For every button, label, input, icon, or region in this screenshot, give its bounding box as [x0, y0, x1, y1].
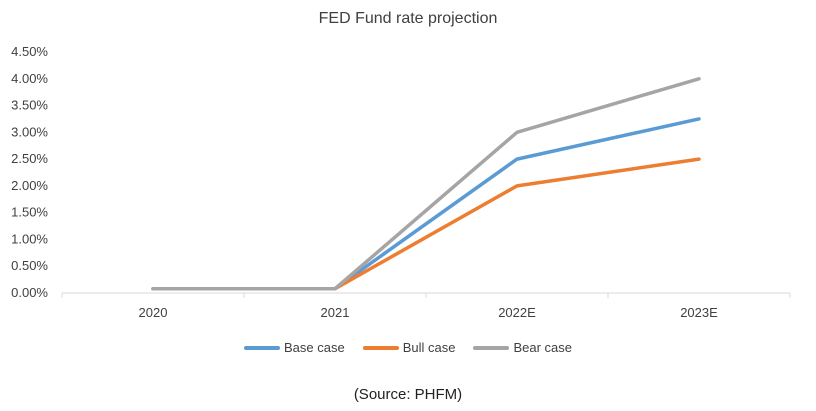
series-line-base-case: [151, 117, 701, 291]
x-tick-label: 2022E: [498, 305, 536, 320]
chart-legend: Base case Bull case Bear case: [0, 340, 816, 355]
legend-swatch-bear: [473, 345, 510, 350]
y-tick-label: 4.50%: [11, 44, 48, 59]
legend-swatch-bull: [362, 345, 399, 350]
x-tick-label: 2020: [139, 305, 168, 320]
y-tick-label: 2.00%: [11, 178, 48, 193]
source-note: (Source: PHFM): [353, 386, 463, 403]
y-tick-label: 1.50%: [11, 205, 48, 220]
legend-label-base: Base case: [284, 340, 345, 355]
y-tick-label: 3.00%: [11, 124, 48, 139]
legend-label-bear: Bear case: [513, 340, 572, 355]
y-tick-label: 4.00%: [11, 71, 48, 86]
y-tick-label: 1.00%: [11, 231, 48, 246]
x-tick-label: 2021: [321, 305, 350, 320]
series-line-bear-case: [151, 77, 701, 291]
legend-label-bull: Bull case: [402, 340, 456, 355]
y-tick-label: 2.50%: [11, 151, 48, 166]
legend-swatch-base: [244, 345, 280, 350]
legend-item-base: Base case: [244, 340, 345, 355]
y-tick-label: 3.50%: [11, 98, 48, 113]
y-tick-label: 0.50%: [11, 258, 48, 273]
legend-item-bull: Bull case: [362, 340, 456, 355]
x-tick-label: 2023E: [680, 305, 718, 320]
y-tick-label: 0.00%: [11, 285, 48, 300]
chart-title: FED Fund rate projection: [318, 10, 498, 27]
legend-item-bear: Bear case: [473, 340, 572, 355]
line-chart: 0.00% 0.50% 1.00% 1.50% 2.00% 2.50% 3.00% 3.50%…: [11, 44, 791, 320]
